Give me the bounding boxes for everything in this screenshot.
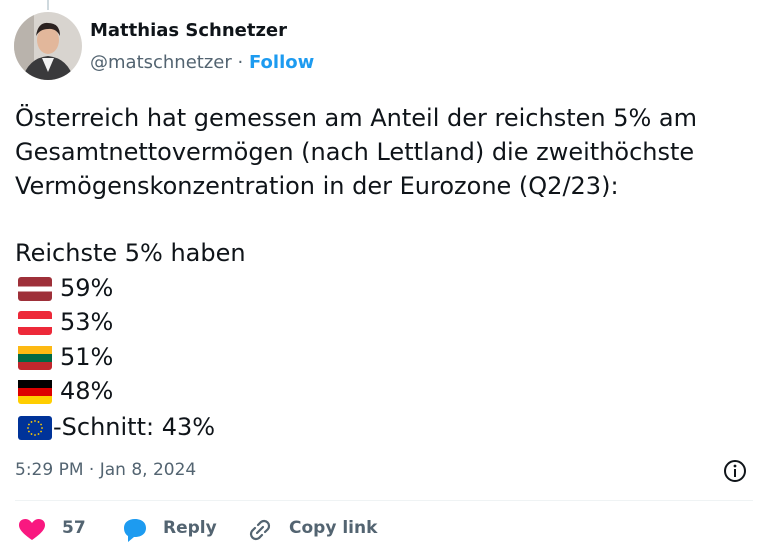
list-item: 51% [60, 343, 114, 371]
post-line: Österreich hat gemessen am Anteil der re… [15, 104, 698, 132]
eu-star [40, 423, 42, 426]
reply-icon[interactable] [121, 517, 149, 543]
like-icon[interactable] [18, 518, 46, 542]
list-item: 53% [60, 308, 114, 336]
list-item: 59% [60, 274, 114, 302]
post-line: Gesamtnettovermögen (nach Lettland) die … [15, 138, 695, 166]
eu-star [30, 421, 33, 423]
flag-austria [18, 311, 52, 335]
eu-star [40, 430, 42, 433]
eu-star [27, 427, 29, 429]
eu-star [28, 423, 30, 426]
link-icon[interactable] [246, 516, 274, 544]
flag-lithuania [18, 346, 52, 370]
copy-link-button[interactable]: Copy link [289, 518, 378, 538]
timestamp[interactable]: 5:29 PM · Jan 8, 2024 [15, 460, 197, 480]
flag-latvia [18, 277, 52, 301]
flag-germany [18, 380, 52, 404]
divider [15, 500, 753, 501]
eu-star [37, 433, 40, 435]
author-handle-row: @matschnetzer · Follow [90, 52, 314, 73]
eu-star [34, 434, 36, 436]
follow-button[interactable]: Follow [248, 52, 315, 73]
separator: · [237, 52, 244, 73]
flag-eu [18, 416, 52, 440]
avatar[interactable] [14, 12, 82, 80]
author-name[interactable]: Matthias Schnetzer [90, 20, 288, 41]
eu-star [34, 420, 36, 422]
list-item: 48% [60, 377, 114, 405]
reply-button[interactable]: Reply [163, 518, 217, 538]
info-icon[interactable] [722, 458, 748, 484]
list-title: Reichste 5% haben [15, 239, 246, 267]
eu-star [37, 421, 40, 423]
eu-star [30, 433, 33, 435]
list-item: -Schnitt: 43% [53, 413, 216, 441]
like-count[interactable]: 57 [62, 518, 86, 538]
eu-star [41, 427, 43, 429]
post-line: Vermögenskonzentration in der Eurozone (… [15, 172, 619, 200]
eu-star [28, 430, 30, 433]
author-handle[interactable]: @matschnetzer [90, 52, 232, 73]
thread-line [47, 0, 49, 10]
